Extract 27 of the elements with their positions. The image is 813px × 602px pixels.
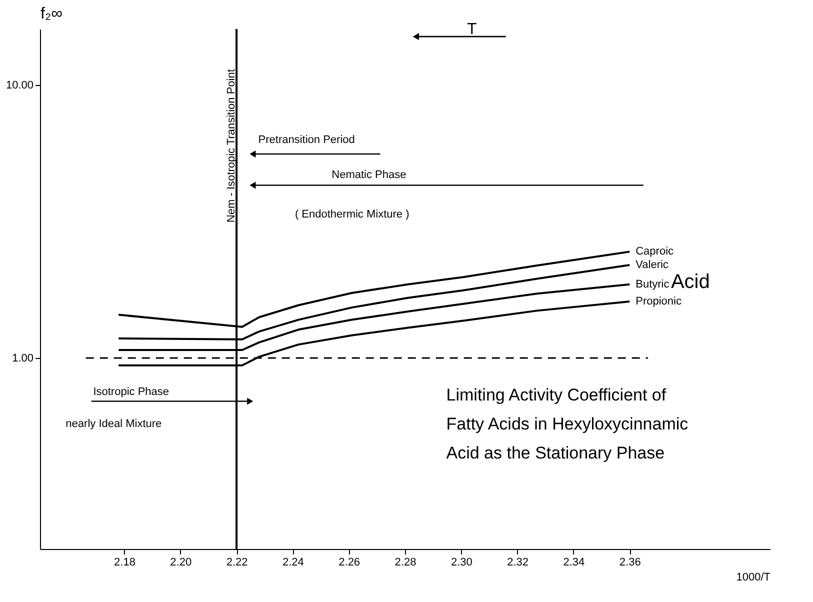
annotation: Acid [670, 270, 710, 293]
series-label: Valeric [636, 258, 669, 271]
series-label: Caproic [636, 246, 674, 258]
annotation: Limiting Activity Coefficient of Fatty Acids in Hexyloxycinnamic Acid as the Stationary Phase [446, 386, 689, 462]
y-tick-label: 1.00 [12, 352, 34, 365]
x-tick-label: 2.32 [507, 556, 529, 568]
x-tick-label: 2.26 [338, 556, 360, 568]
x-tick-label: 2.18 [114, 556, 136, 568]
x-axis-title: 1000/T [736, 572, 771, 584]
x-tick-label: 2.28 [394, 556, 416, 568]
annotation: Pretransition Period [258, 134, 355, 146]
y-axis-title: f₂∞ [40, 6, 63, 22]
annotation: ( Endothermic Mixture ) [294, 208, 410, 221]
y-tick-label: 10.00 [6, 79, 34, 92]
x-tick-label: 2.36 [619, 556, 641, 568]
annotation: Nematic Phase [332, 168, 406, 181]
annotation: T [467, 21, 478, 38]
series-label: Propionic [636, 296, 682, 308]
series-label: Butyric [636, 278, 670, 290]
annotation: Isotropic Phase [93, 386, 170, 398]
ref-line-label: Nem - Isotropic Transition Point [226, 69, 238, 223]
x-tick-label: 2.24 [282, 556, 304, 568]
x-tick-label: 2.34 [563, 556, 585, 568]
x-tick-label: 2.20 [170, 556, 192, 568]
x-tick-label: 2.30 [450, 556, 472, 568]
x-tick-label: 2.22 [226, 556, 248, 568]
annotation: nearly Ideal Mixture [66, 418, 162, 430]
